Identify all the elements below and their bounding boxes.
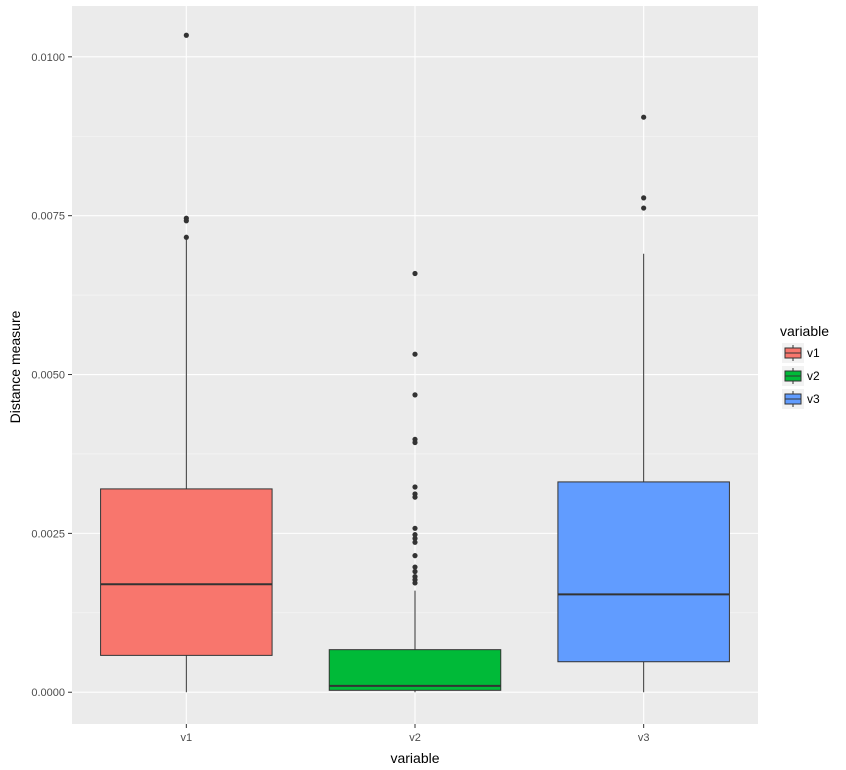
y-axis-title: Distance measure [7,310,23,423]
outlier-point [412,439,418,446]
outlier-point [412,494,418,500]
y-tick-label: 0.0000 [31,687,65,699]
legend: variable v1 v2 v3 [780,323,829,409]
box-body [557,481,730,663]
outlier-point [641,195,647,201]
y-tick-label: 0.0025 [31,528,65,540]
legend-label: v1 [807,346,820,360]
outlier-point [412,484,418,490]
outlier-point [412,525,418,531]
box-v3 [557,114,730,693]
y-tick-label: 0.0075 [31,211,65,223]
box-v2 [328,270,502,693]
y-tick-label: 0.0050 [31,370,65,382]
outlier-point [412,553,418,559]
legend-label: v2 [807,369,820,383]
outlier-point [641,205,647,211]
box-body [100,488,273,656]
outlier-point [412,568,418,575]
x-tick-label: v2 [409,732,421,744]
y-tick-label: 0.0100 [31,52,65,64]
legend-item-v3: v3 [782,389,820,409]
x-tick-label: v1 [181,732,193,744]
x-axis-title: variable [390,750,439,766]
legend-title: variable [780,323,829,339]
outlier-point [412,351,418,357]
box-v1 [100,32,273,693]
outlier-point [641,114,647,120]
legend-label: v3 [807,392,820,406]
outlier-point [183,234,189,240]
x-axis-ticks: v1 v2 v3 [181,724,650,744]
boxes-layer [100,32,730,693]
x-tick-label: v3 [638,732,650,744]
outlier-point [412,535,418,542]
outlier-point [183,32,189,38]
legend-item-v2: v2 [782,366,820,386]
outlier-point [412,532,418,538]
outlier-point [412,580,418,586]
outlier-point [412,564,418,570]
outlier-point [412,270,418,277]
outlier-point [183,218,189,224]
outlier-point [412,392,418,398]
outlier-point [412,539,418,545]
box-body [328,649,502,691]
y-axis-ticks: 0.0000 0.0025 0.0050 0.0075 0.0100 [31,52,72,699]
legend-item-v1: v1 [782,343,820,363]
